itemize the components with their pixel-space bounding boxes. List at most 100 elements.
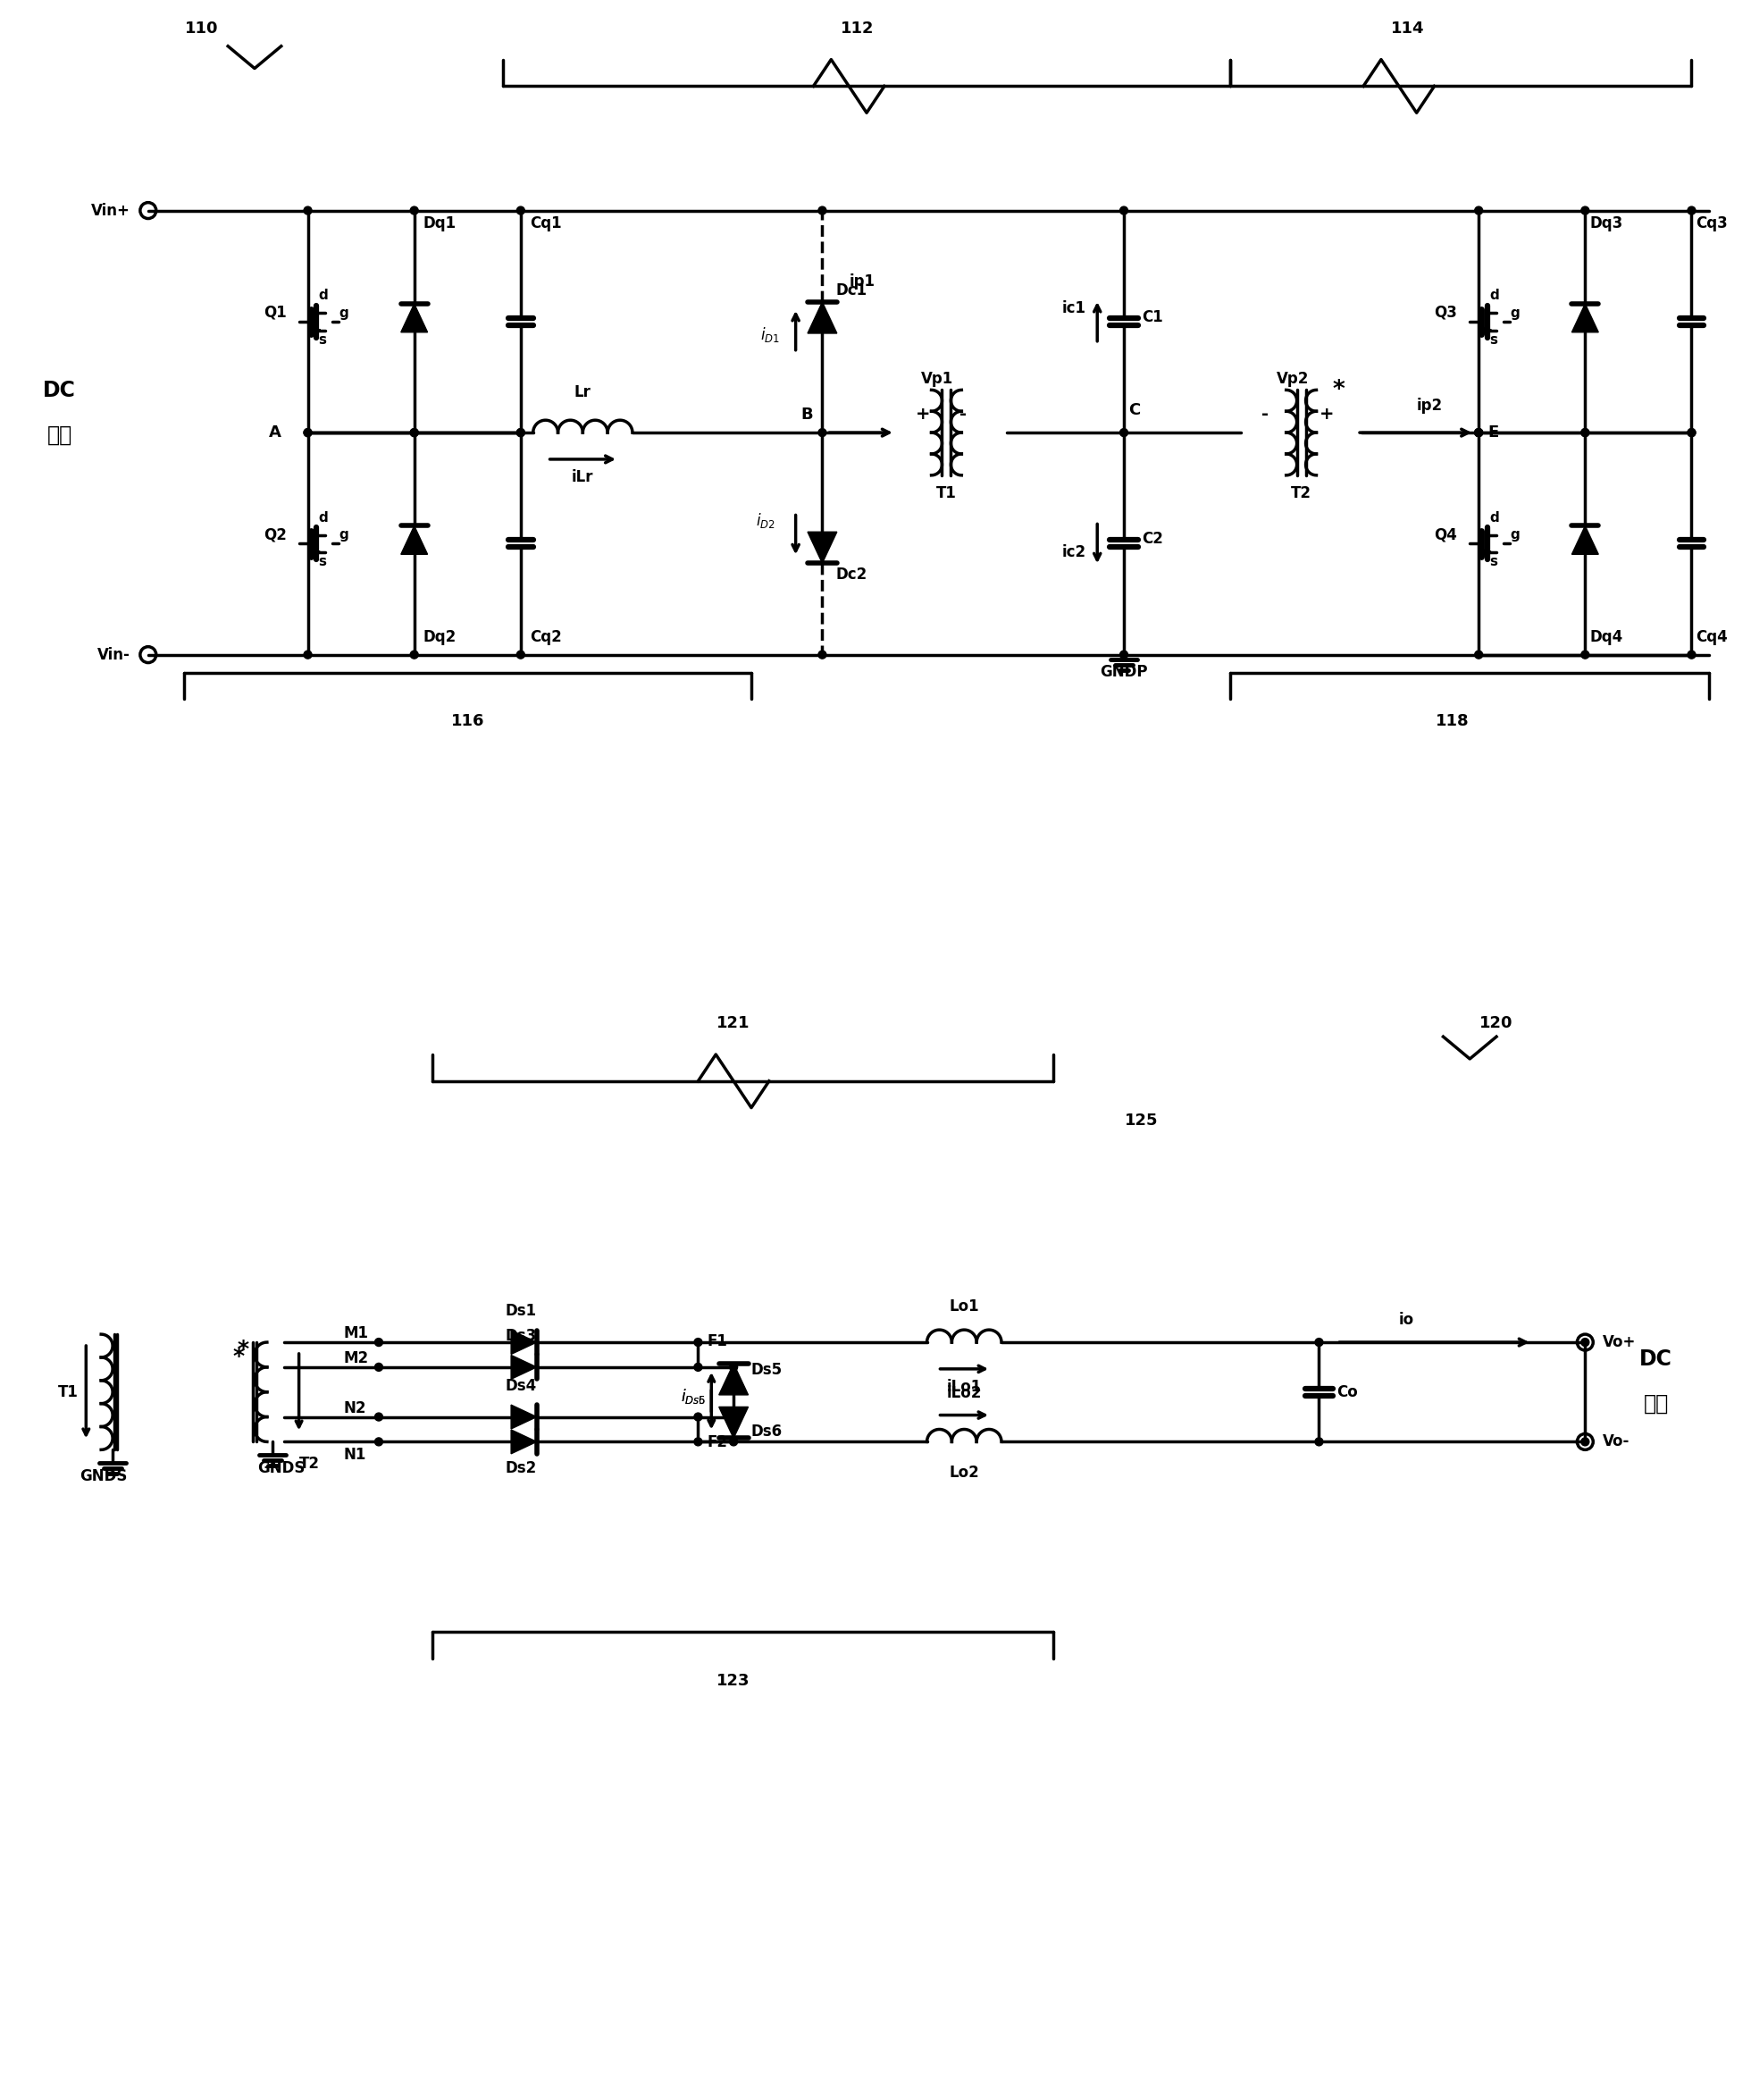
Text: Q3: Q3 [1434,304,1457,321]
Text: Vin-: Vin- [98,647,130,664]
Circle shape [1581,206,1590,214]
Text: $i_{Ds6}$: $i_{Ds6}$ [681,1386,706,1405]
Circle shape [1474,428,1483,437]
Circle shape [818,651,826,659]
Text: GNDS: GNDS [257,1459,305,1476]
Circle shape [305,206,312,214]
Text: Lr: Lr [574,384,592,401]
Text: d: d [319,510,327,525]
Text: Ds5: Ds5 [751,1361,783,1378]
Text: -: - [960,405,967,422]
Circle shape [517,428,525,437]
Text: Q4: Q4 [1434,527,1457,542]
Text: Dq2: Dq2 [424,628,457,645]
Polygon shape [1572,525,1599,554]
Text: 输入: 输入 [47,424,72,445]
Text: s: s [319,334,326,347]
Text: Vo+: Vo+ [1602,1334,1635,1350]
Text: F1: F1 [707,1334,727,1350]
Circle shape [410,428,418,437]
Text: g: g [340,529,348,542]
Circle shape [305,428,312,437]
Text: 120: 120 [1480,1014,1513,1031]
Circle shape [1581,428,1590,437]
Text: T1: T1 [58,1384,79,1401]
Circle shape [730,1363,737,1371]
Polygon shape [511,1405,536,1428]
Text: Dc1: Dc1 [835,281,867,298]
Text: 110: 110 [184,21,219,36]
Text: Lo2: Lo2 [949,1466,979,1480]
Text: Ds4: Ds4 [504,1378,536,1394]
Circle shape [517,206,525,214]
Text: 116: 116 [450,714,485,729]
Text: F2: F2 [707,1434,727,1451]
Text: GNDS: GNDS [81,1468,128,1485]
Circle shape [410,651,418,659]
Circle shape [693,1413,702,1422]
Circle shape [375,1338,383,1346]
Text: Vp1: Vp1 [921,372,954,386]
Text: $i_{D2}$: $i_{D2}$ [756,512,776,531]
Circle shape [693,1338,702,1346]
Polygon shape [807,531,837,563]
Circle shape [410,428,418,437]
Text: C2: C2 [1142,531,1163,548]
Text: *: * [236,1338,249,1361]
Text: Co: Co [1336,1384,1359,1401]
Text: Q2: Q2 [263,527,287,542]
Text: io: io [1399,1312,1415,1327]
Circle shape [1688,651,1695,659]
Text: 输出: 输出 [1644,1392,1669,1413]
Polygon shape [511,1354,536,1380]
Text: iLo2: iLo2 [947,1384,982,1401]
Polygon shape [720,1363,748,1394]
Polygon shape [720,1407,748,1438]
Text: N1: N1 [343,1447,366,1464]
Text: s: s [319,554,326,569]
Text: s: s [1490,334,1497,347]
Circle shape [1688,428,1695,437]
Text: M1: M1 [343,1325,368,1342]
Text: Vin+: Vin+ [91,202,130,218]
Text: +: + [1319,405,1334,422]
Text: +: + [916,405,930,422]
Text: s: s [1490,554,1497,569]
Circle shape [1581,428,1590,437]
Text: ic1: ic1 [1061,300,1086,317]
Text: Cq2: Cq2 [529,628,562,645]
Circle shape [375,1363,383,1371]
Polygon shape [1572,304,1599,332]
Text: N2: N2 [343,1401,366,1415]
Text: Vo-: Vo- [1602,1434,1630,1449]
Text: C1: C1 [1142,309,1163,326]
Text: Ds2: Ds2 [504,1459,536,1476]
Text: Ds6: Ds6 [751,1424,783,1441]
Text: g: g [1509,307,1520,319]
Circle shape [410,206,418,214]
Text: *: * [233,1346,243,1367]
Text: d: d [319,288,327,302]
Text: $i_{Ds5}$: $i_{Ds5}$ [681,1386,706,1405]
Circle shape [305,428,312,437]
Text: Dc2: Dc2 [835,567,867,584]
Text: Cq4: Cq4 [1697,628,1728,645]
Text: ip1: ip1 [849,273,876,290]
Text: 123: 123 [716,1672,751,1688]
Text: B: B [802,407,814,422]
Text: T2: T2 [1290,485,1311,502]
Text: Cq1: Cq1 [529,216,562,231]
Text: DC: DC [44,380,75,401]
Circle shape [517,651,525,659]
Circle shape [1315,1439,1324,1445]
Circle shape [375,1413,383,1422]
Circle shape [1474,428,1483,437]
Circle shape [693,1363,702,1371]
Text: Vp2: Vp2 [1276,372,1308,386]
Text: Lo1: Lo1 [949,1298,979,1315]
Circle shape [305,651,312,659]
Circle shape [818,206,826,214]
Text: g: g [340,307,348,319]
Text: T1: T1 [937,485,956,502]
Circle shape [517,428,525,437]
